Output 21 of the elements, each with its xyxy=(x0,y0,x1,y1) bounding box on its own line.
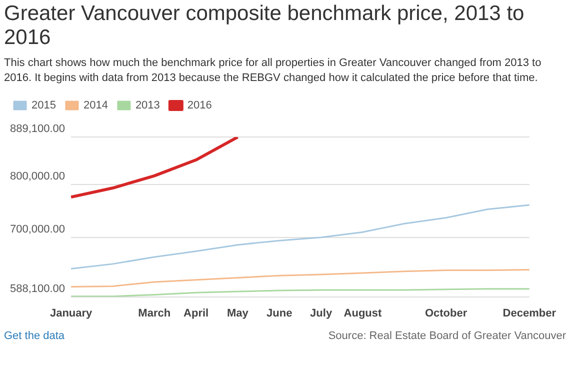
x-tick-label: March xyxy=(138,307,171,320)
y-tick-label: 588,100.00 xyxy=(10,282,66,295)
x-tick-label: August xyxy=(344,307,382,320)
x-tick-label: December xyxy=(502,307,557,320)
source-note: Source: Real Estate Board of Greater Vancouver xyxy=(328,330,566,342)
x-tick-label: October xyxy=(424,307,468,320)
text: Get the data xyxy=(4,330,65,342)
chart-subtitle: This chart shows how much the benchmark price for all properties in Greater Vancouver changed from 2013 to 2016. It begins with data from 2013 because the REBGV changed how it calculated the price before that time. xyxy=(4,56,542,86)
x-tick-label: January xyxy=(50,307,94,320)
x-tick-label: July xyxy=(310,307,333,320)
chart-title: Greater Vancouver composite benchmark price, 2013 to 2016 xyxy=(4,2,526,50)
y-tick-label: 700,000.00 xyxy=(10,223,66,236)
legend-label: 2014 xyxy=(83,100,108,112)
x-tick-label: May xyxy=(227,307,250,320)
legend-label: 2016 xyxy=(187,100,212,112)
x-tick-label: April xyxy=(184,307,209,320)
y-tick-label: 800,000.00 xyxy=(10,170,66,182)
x-tick-label: June xyxy=(266,307,292,320)
legend-label: 2013 xyxy=(135,100,160,112)
y-tick-label: 889,100.00 xyxy=(10,123,66,136)
legend-label: 2015 xyxy=(32,100,56,112)
